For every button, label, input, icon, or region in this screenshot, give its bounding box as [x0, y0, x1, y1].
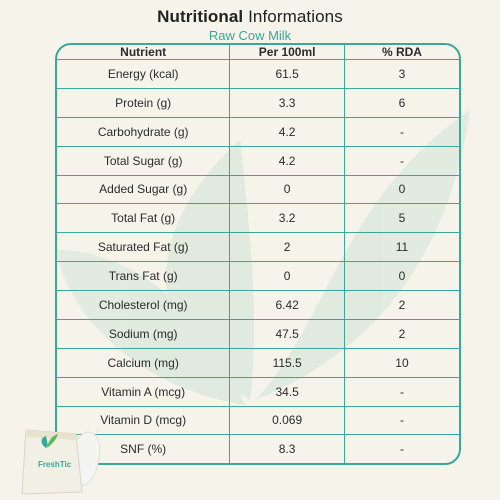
nutrient-cell: Carbohydrate (g): [57, 116, 231, 147]
milk-pouch-icon: [21, 424, 100, 495]
nutrient-cell: Total Sugar (g): [57, 145, 231, 176]
rda-cell: 11: [343, 232, 459, 263]
nutrient-cell: Protein (g): [57, 87, 231, 118]
nutrient-cell: Trans Fat (g): [57, 261, 231, 291]
page-title: Nutritional Informations: [0, 7, 500, 27]
table-row: Vitamin D (mcg) 0.069-: [57, 405, 459, 436]
rda-cell: 0: [343, 261, 459, 291]
value-cell: 4.2: [229, 116, 345, 147]
rda-cell: -: [343, 145, 459, 176]
header-rda: % RDA: [343, 45, 459, 60]
nutrient-cell: Calcium (mg): [57, 347, 231, 378]
nutrition-table: Nutrient Per 100ml % RDA Energy (kcal) 61…: [57, 45, 459, 463]
rda-cell: 0: [343, 174, 459, 205]
value-cell: 34.5: [229, 376, 345, 407]
rda-cell: 2: [343, 318, 459, 349]
table-row: Energy (kcal) 61.5 3: [57, 59, 459, 89]
rda-cell: 2: [343, 290, 459, 320]
table-row: Calcium (mg) 115.5 10: [57, 347, 459, 378]
table-row: Added Sugar (g) 0 0: [57, 174, 459, 205]
table-row: Total Sugar (g) 4.2-: [57, 145, 459, 176]
value-cell: 3.3: [229, 87, 345, 118]
value-cell: 61.5: [229, 59, 345, 89]
rda-cell: 10: [343, 347, 459, 378]
nutrient-cell: Sodium (mg): [57, 318, 231, 349]
table-row: SNF (%) 8.3-: [57, 434, 459, 463]
table-row: Carbohydrate (g) 4.2-: [57, 116, 459, 147]
rda-cell: -: [343, 434, 459, 463]
value-cell: 8.3: [229, 434, 345, 463]
value-cell: 0: [229, 174, 345, 205]
header-nutrient: Nutrient: [57, 45, 231, 60]
table-row: Protein (g) 3.3 6: [57, 87, 459, 118]
nutrient-cell: Total Fat (g): [57, 203, 231, 234]
rda-cell: 5: [343, 203, 459, 234]
table-row: Trans Fat (g) 0 0: [57, 261, 459, 291]
value-cell: 3.2: [229, 203, 345, 234]
header-per-100ml: Per 100ml: [229, 45, 345, 60]
value-cell: 0: [229, 261, 345, 291]
value-cell: 4.2: [229, 145, 345, 176]
title-rest: Informations: [243, 7, 343, 26]
value-cell: 47.5: [229, 318, 345, 349]
rda-cell: 6: [343, 87, 459, 118]
rda-cell: -: [343, 405, 459, 436]
rda-cell: 3: [343, 59, 459, 89]
table-row: Sodium (mg) 47.5 2: [57, 318, 459, 349]
table-row: Saturated Fat (g) 2 11: [57, 232, 459, 263]
nutrition-table-frame: Nutrient Per 100ml % RDA Energy (kcal) 61…: [55, 43, 461, 465]
nutrient-cell: Vitamin A (mcg): [57, 376, 231, 407]
value-cell: 2: [229, 232, 345, 263]
nutrient-cell: Energy (kcal): [57, 59, 231, 89]
nutrient-cell: Saturated Fat (g): [57, 232, 231, 263]
nutrient-cell: Added Sugar (g): [57, 174, 231, 205]
rda-cell: -: [343, 376, 459, 407]
value-cell: 6.42: [229, 290, 345, 320]
table-row: Total Fat (g) 3.2 5: [57, 203, 459, 234]
brand-label: FreshTic: [38, 460, 72, 469]
rda-cell: -: [343, 116, 459, 147]
table-row: Vitamin A (mcg) 34.5-: [57, 376, 459, 407]
page-subtitle: Raw Cow Milk: [208, 28, 292, 43]
title-strong: Nutritional: [157, 7, 244, 26]
table-header-row: Nutrient Per 100ml % RDA: [57, 45, 459, 60]
nutrient-cell: Cholesterol (mg): [57, 290, 231, 320]
table-row: Cholesterol (mg) 6.42 2: [57, 290, 459, 320]
value-cell: 0.069: [229, 405, 345, 436]
value-cell: 115.5: [229, 347, 345, 378]
